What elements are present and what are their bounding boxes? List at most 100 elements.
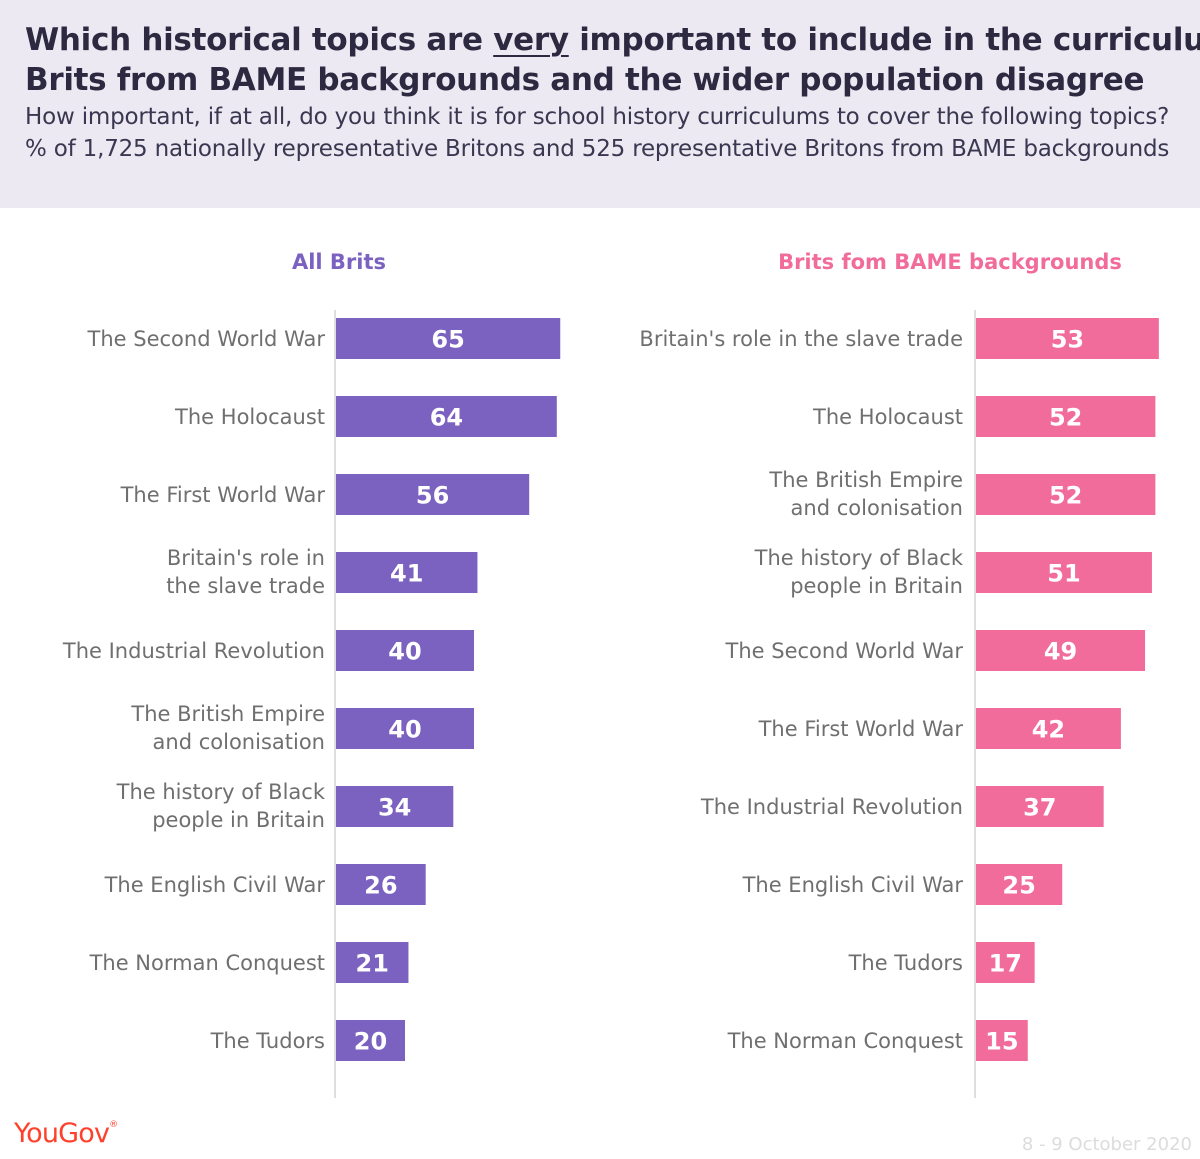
data-label: 17	[989, 950, 1022, 978]
bar	[976, 864, 1063, 905]
fieldwork-date: 8 - 9 October 2020	[1021, 1134, 1192, 1155]
bar	[336, 786, 454, 827]
bar	[976, 630, 1146, 671]
category-label: The Tudors	[211, 1027, 325, 1055]
category-label-line: The Second World War	[87, 326, 325, 351]
category-label-line: The Tudors	[210, 1028, 325, 1053]
logo-trademark: ®	[109, 1120, 118, 1130]
category-label-line: The English Civil War	[104, 872, 325, 897]
category-label: Britain's role in the slave trade	[639, 325, 963, 353]
panel-title-bame: Brits fom BAME backgrounds	[778, 250, 1122, 274]
title-line-2: Brits from BAME backgrounds and the wide…	[25, 62, 1145, 98]
category-label-line: The history of Black	[116, 779, 325, 804]
category-label: The Norman Conquest	[90, 949, 325, 977]
bar	[336, 708, 474, 749]
data-label: 52	[1049, 482, 1082, 510]
chart-subtitle: How important, if at all, do you think i…	[25, 104, 1170, 162]
category-label-line: the slave trade	[166, 573, 325, 598]
category-label-line: people in Britain	[152, 807, 325, 832]
data-label: 52	[1049, 404, 1082, 432]
category-label-line: The Norman Conquest	[727, 1028, 963, 1053]
category-label: The Second World War	[726, 637, 963, 665]
category-label-line: The Norman Conquest	[89, 950, 325, 975]
data-label: 40	[388, 716, 421, 744]
data-label: 21	[356, 950, 389, 978]
data-label: 20	[354, 1028, 387, 1056]
bar	[976, 942, 1035, 983]
category-label-line: The Industrial Revolution	[62, 638, 325, 663]
category-label-line: and colonisation	[790, 495, 963, 520]
category-label-line: The Holocaust	[813, 404, 963, 429]
category-label-line: The Tudors	[848, 950, 963, 975]
category-label: The First World War	[759, 715, 963, 743]
data-label: 25	[1002, 872, 1035, 900]
category-label: The Norman Conquest	[728, 1027, 963, 1055]
category-label-line: The Industrial Revolution	[700, 794, 963, 819]
category-label-line: The Holocaust	[175, 404, 325, 429]
bar	[976, 786, 1104, 827]
bar	[976, 396, 1156, 437]
title-emphasis: very	[493, 22, 569, 58]
data-label: 26	[364, 872, 397, 900]
data-label: 42	[1032, 716, 1065, 744]
bar	[976, 1020, 1028, 1061]
category-label: The British Empire and colonisation	[769, 466, 963, 522]
category-label: The Holocaust	[813, 403, 963, 431]
category-label-line: Britain's role in	[166, 545, 325, 570]
bar	[336, 552, 478, 593]
yougov-logo: YouGov®	[14, 1118, 118, 1149]
category-label: The Tudors	[849, 949, 963, 977]
category-label-line: people in Britain	[790, 573, 963, 598]
category-label-line: The British Empire	[131, 701, 325, 726]
data-label: 53	[1051, 326, 1084, 354]
category-label: The Industrial Revolution	[63, 637, 325, 665]
bar	[976, 708, 1121, 749]
data-label: 56	[416, 482, 449, 510]
title-line-1: Which historical topics are very importa…	[25, 20, 1200, 60]
category-label: The First World War	[121, 481, 325, 509]
category-label: The Industrial Revolution	[701, 793, 963, 821]
bar	[336, 396, 557, 437]
panel-title-all-brits: All Brits	[291, 250, 387, 274]
bar	[976, 552, 1152, 593]
category-label: Britain's role in the slave trade	[166, 544, 325, 600]
data-label: 65	[431, 326, 464, 354]
category-label: The English Civil War	[105, 871, 325, 899]
header-band	[0, 0, 1200, 208]
category-label-line: Britain's role in the slave trade	[639, 326, 963, 351]
data-label: 51	[1047, 560, 1080, 588]
data-label: 64	[430, 404, 463, 432]
bar	[336, 318, 561, 359]
title-line-1-end: important to include in the curriculum?	[568, 22, 1200, 58]
bar	[336, 1020, 405, 1061]
category-label-line: The First World War	[758, 716, 963, 741]
category-label-line: The English Civil War	[742, 872, 963, 897]
category-label-line: and colonisation	[152, 729, 325, 754]
category-label-line: The Second World War	[725, 638, 963, 663]
category-label-line: The history of Black	[754, 545, 963, 570]
bar	[976, 474, 1156, 515]
category-label: The history of Black people in Britain	[755, 544, 963, 600]
category-label: The British Empire and colonisation	[131, 700, 325, 756]
bar	[336, 864, 426, 905]
category-label: The Second World War	[88, 325, 325, 353]
category-label: The English Civil War	[743, 871, 963, 899]
data-label: 49	[1044, 638, 1077, 666]
title-line-1-start: Which historical topics are	[25, 22, 494, 58]
data-label: 15	[985, 1028, 1018, 1056]
bar	[976, 318, 1159, 359]
category-label-line: The British Empire	[769, 467, 963, 492]
bar	[336, 630, 474, 671]
chart-title: Which historical topics are very importa…	[25, 20, 1200, 100]
category-label: The history of Black people in Britain	[117, 778, 325, 834]
data-label: 34	[378, 794, 411, 822]
bar	[336, 474, 530, 515]
logo-text: YouGov	[14, 1118, 110, 1149]
category-label: The Holocaust	[175, 403, 325, 431]
data-label: 40	[388, 638, 421, 666]
bar	[336, 942, 409, 983]
data-label: 41	[390, 560, 423, 588]
data-label: 37	[1023, 794, 1056, 822]
category-label-line: The First World War	[120, 482, 325, 507]
